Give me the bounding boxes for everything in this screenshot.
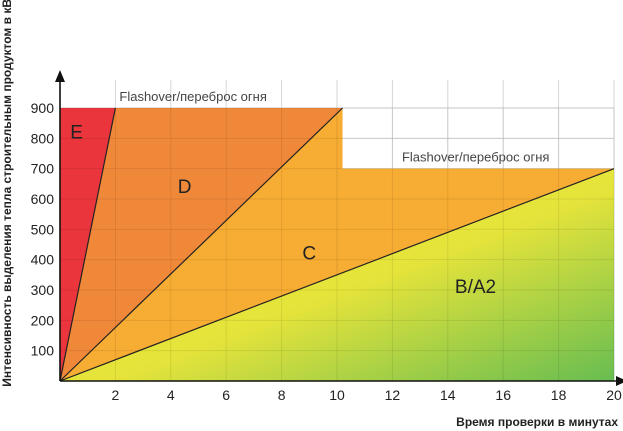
y-tick-label: 200 [31, 312, 55, 328]
boundary-c-b [59, 168, 615, 382]
y-tick-label: 800 [31, 130, 55, 146]
y-tick-label: 600 [31, 191, 55, 207]
flashover-annotation: Flashover/переброс огня [119, 89, 266, 104]
x-tick-label: 4 [167, 387, 175, 403]
axes: 2 4 6 8 10 12 14 16 18 20 100 200 300 400 500 600 700 800… [31, 70, 623, 403]
zone-label: B/A2 [455, 277, 496, 298]
x-axis-title: Время проверки в минутах [456, 415, 618, 429]
x-tick-label: 8 [278, 387, 286, 403]
x-tick-label: 20 [606, 387, 622, 403]
boundary-d-c [59, 107, 343, 382]
x-tick-label: 18 [551, 387, 567, 403]
zone-label: E [70, 122, 83, 143]
y-axis-arrow-icon [55, 70, 65, 82]
y-tick-label: 500 [31, 221, 55, 237]
y-tick-label: 700 [31, 161, 55, 177]
y-axis-title: Интенсивность выделения тепла строительн… [0, 0, 14, 387]
boundary-lines [59, 107, 615, 382]
zone-label: C [302, 244, 316, 265]
x-axis-arrow-icon [616, 376, 623, 386]
grid-overlay [60, 107, 615, 381]
x-tick-label: 2 [112, 387, 120, 403]
x-tick-label: 12 [385, 387, 401, 403]
zone-label: D [178, 177, 192, 198]
boundary-e-d [59, 107, 116, 382]
flashover-annotation: Flashover/переброс огня [402, 150, 549, 165]
y-tick-label: 400 [31, 252, 55, 268]
x-tick-label: 16 [495, 387, 511, 403]
y-tick-label: 900 [31, 100, 55, 116]
x-tick-label: 10 [329, 387, 345, 403]
zone-c [60, 108, 614, 381]
x-tick-label: 6 [222, 387, 230, 403]
y-tick-label: 300 [31, 282, 55, 298]
labels: E D C B/A2 Flashover/переброс огня Flashover/… [70, 89, 549, 298]
y-tick-label: 100 [31, 343, 55, 359]
x-tick-label: 14 [440, 387, 456, 403]
